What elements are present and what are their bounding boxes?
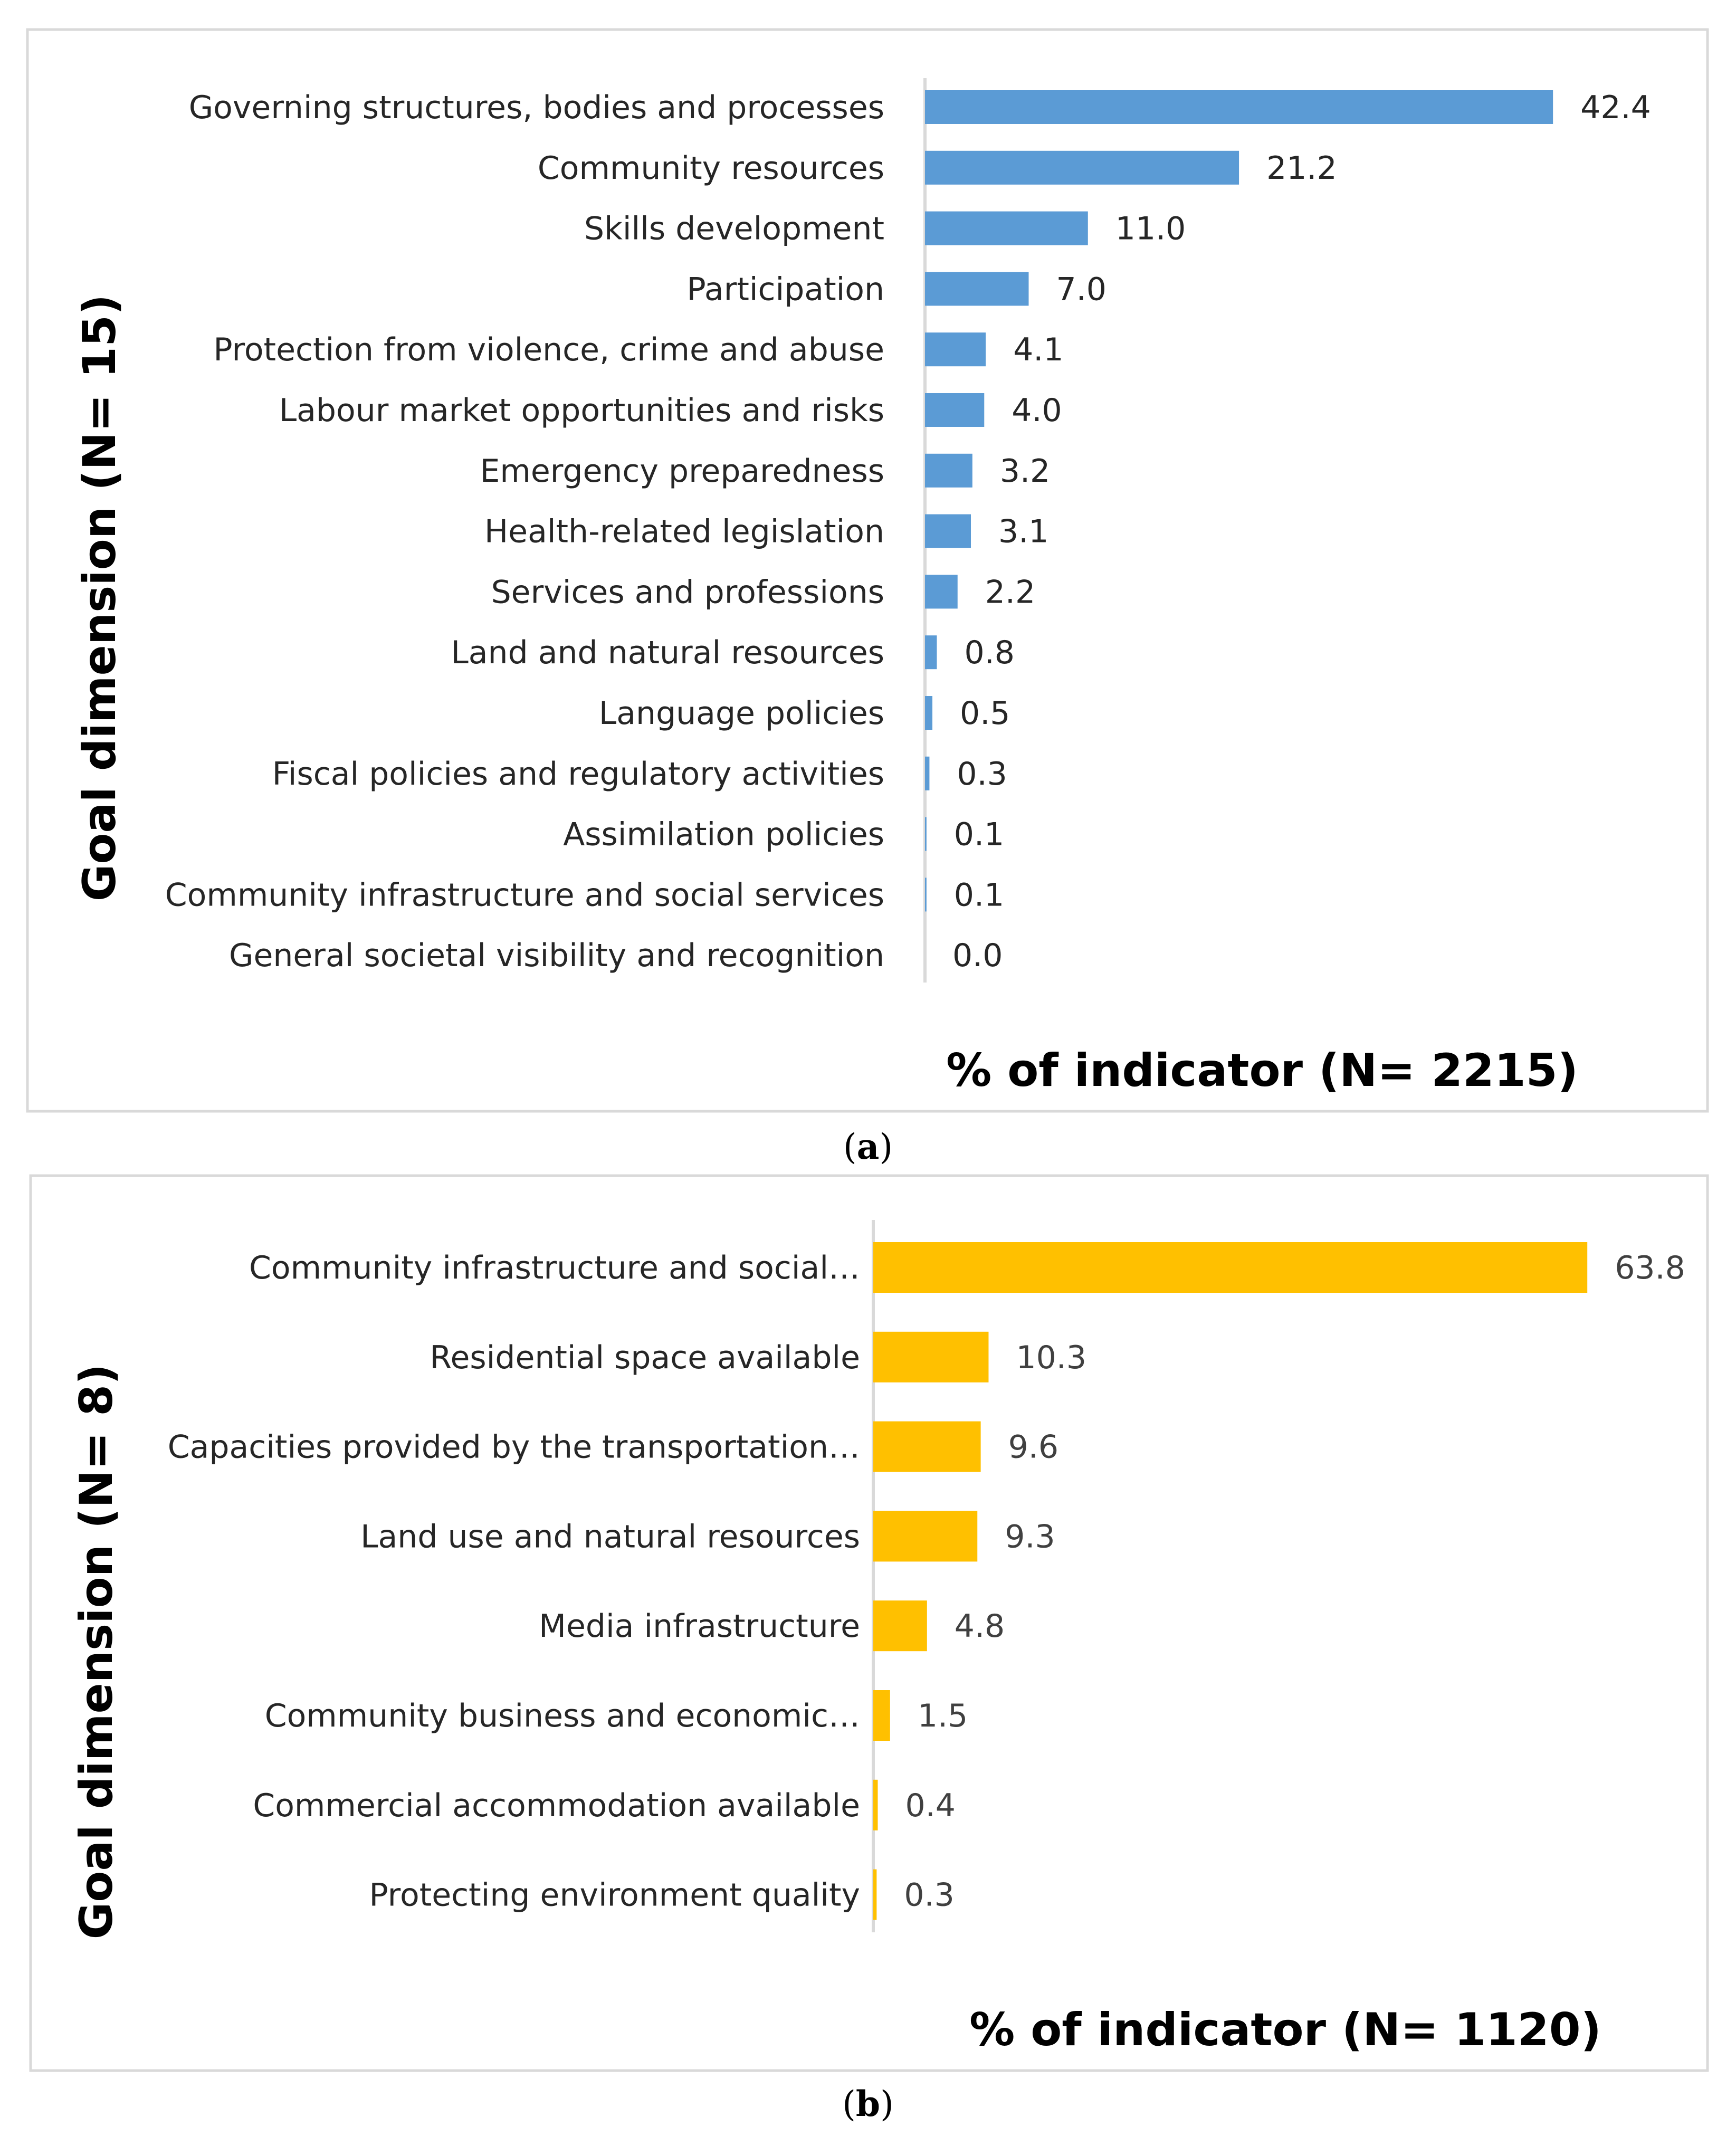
b-bar-5: [873, 1600, 927, 1652]
panel-b-x-axis-title: % of indicator (N= 1120): [969, 2004, 1601, 2056]
a-bar-2: [925, 150, 1239, 185]
a-bar-14: [925, 878, 927, 912]
b-category-label-5: Media infrastructure: [539, 1608, 860, 1645]
a-category-label-2: Community resources: [538, 150, 884, 187]
b-bar-1: [873, 1242, 1588, 1293]
b-bar-8: [873, 1869, 877, 1920]
panel-a-bars: Governing structures, bodies and process…: [165, 89, 1651, 974]
a-bar-6: [925, 393, 985, 427]
panel-b-caption: (b): [842, 2083, 894, 2124]
a-bar-3: [925, 211, 1088, 245]
a-bar-8: [925, 514, 971, 548]
a-category-label-9: Services and professions: [491, 574, 884, 611]
a-value-label-12: 0.3: [957, 756, 1007, 793]
a-bar-11: [925, 696, 933, 730]
a-bar-7: [925, 453, 972, 488]
a-category-label-12: Fiscal policies and regulatory activitie…: [272, 756, 884, 793]
b-category-label-7: Commercial accommodation available: [253, 1787, 860, 1824]
a-category-label-11: Language policies: [599, 695, 884, 732]
panel-a: Goal dimension (N= 15) % of indicator (N…: [26, 28, 1709, 1113]
a-value-label-5: 4.1: [1013, 331, 1063, 368]
b-bar-4: [873, 1511, 978, 1562]
a-category-label-3: Skills development: [584, 211, 884, 247]
b-bar-2: [873, 1331, 989, 1382]
a-value-label-1: 42.4: [1580, 89, 1651, 126]
panel-a-y-axis-title: Goal dimension (N= 15): [73, 294, 126, 902]
a-category-label-5: Protection from violence, crime and abus…: [213, 331, 884, 368]
a-value-label-6: 4.0: [1012, 392, 1062, 429]
b-value-label-5: 4.8: [955, 1608, 1005, 1645]
panel-a-x-axis-title: % of indicator (N= 2215): [946, 1044, 1578, 1097]
a-bar-12: [925, 756, 930, 790]
a-category-label-8: Health-related legislation: [484, 513, 884, 550]
a-value-label-7: 3.2: [1000, 453, 1050, 490]
a-bar-13: [925, 817, 927, 851]
a-value-label-4: 7.0: [1056, 271, 1106, 308]
panel-a-frame: [26, 28, 1709, 1113]
panel-a-caption: (a): [843, 1126, 893, 1167]
a-category-label-15: General societal visibility and recognit…: [229, 937, 884, 974]
panel-a-caption-letter: a: [857, 1126, 880, 1167]
b-category-label-1: Community infrastructure and social…: [249, 1250, 860, 1286]
a-bar-4: [925, 272, 1029, 306]
a-category-label-13: Assimilation policies: [563, 816, 884, 853]
b-value-label-4: 9.3: [1005, 1518, 1055, 1555]
b-value-label-7: 0.4: [905, 1787, 955, 1824]
b-value-label-3: 9.6: [1008, 1429, 1058, 1466]
a-bar-1: [925, 90, 1553, 124]
panel-b-bars: Community infrastructure and social… 63.8…: [168, 1242, 1685, 1920]
b-bar-3: [873, 1421, 981, 1472]
a-category-label-1: Governing structures, bodies and process…: [189, 89, 884, 126]
b-category-label-3: Capacities provided by the transportatio…: [168, 1429, 860, 1466]
a-category-label-14: Community infrastructure and social serv…: [165, 876, 884, 913]
b-category-label-2: Residential space available: [430, 1339, 860, 1376]
b-category-label-6: Community business and economic…: [265, 1698, 860, 1734]
b-category-label-8: Protecting environment quality: [369, 1877, 860, 1914]
a-category-label-7: Emergency preparedness: [480, 453, 885, 490]
b-value-label-2: 10.3: [1016, 1339, 1086, 1376]
a-bar-5: [925, 332, 986, 367]
panel-b-caption-letter: b: [856, 2083, 880, 2124]
a-category-label-10: Land and natural resources: [451, 634, 884, 671]
a-value-label-9: 2.2: [985, 574, 1035, 611]
panel-b-y-axis-title: Goal dimension (N= 8): [70, 1364, 123, 1940]
a-value-label-8: 3.1: [998, 513, 1048, 550]
a-value-label-15: 0.0: [952, 937, 1003, 974]
a-category-label-6: Labour market opportunities and risks: [279, 392, 884, 429]
b-value-label-8: 0.3: [904, 1877, 954, 1914]
b-value-label-1: 63.8: [1615, 1250, 1685, 1286]
a-value-label-11: 0.5: [960, 695, 1010, 732]
a-category-label-4: Participation: [686, 271, 884, 308]
a-value-label-2: 21.2: [1266, 150, 1337, 187]
a-bar-9: [925, 575, 958, 609]
b-bar-7: [873, 1779, 878, 1830]
a-bar-10: [925, 635, 937, 670]
a-value-label-10: 0.8: [964, 634, 1014, 671]
b-value-label-6: 1.5: [918, 1698, 968, 1734]
a-value-label-3: 11.0: [1115, 211, 1186, 247]
a-value-label-14: 0.1: [954, 876, 1004, 913]
b-category-label-4: Land use and natural resources: [360, 1518, 860, 1555]
panel-b-frame: [29, 1174, 1709, 2072]
b-bar-6: [873, 1690, 890, 1741]
panel-b: Goal dimension (N= 8) % of indicator (N=…: [29, 1174, 1709, 2072]
a-value-label-13: 0.1: [954, 816, 1004, 853]
